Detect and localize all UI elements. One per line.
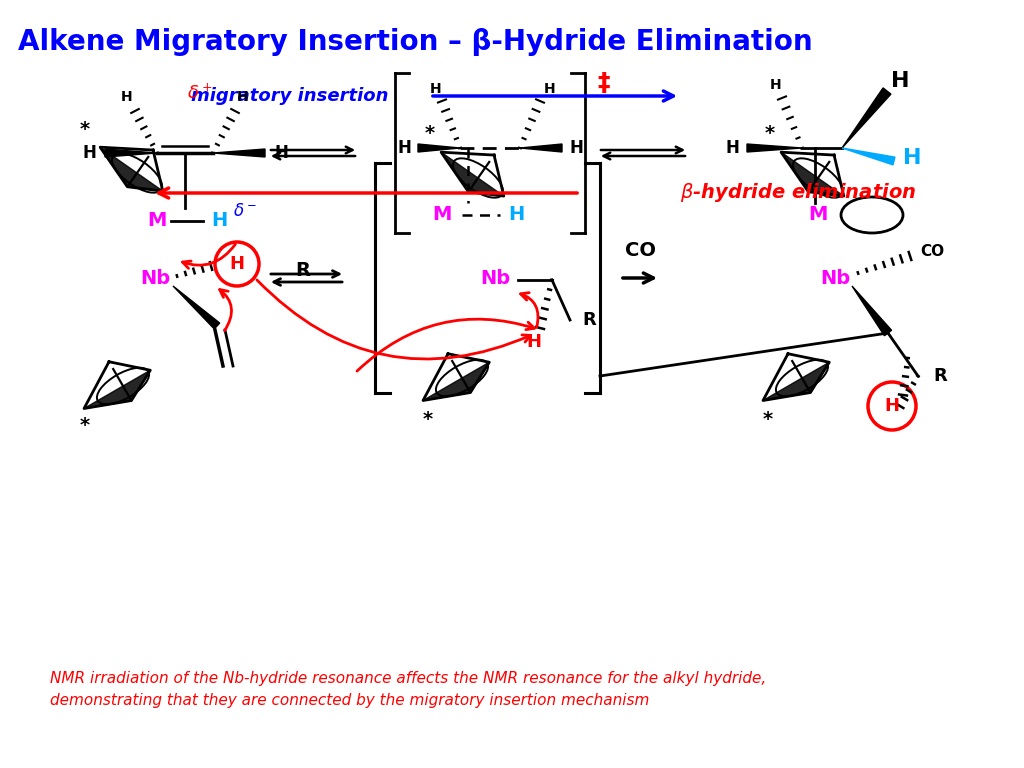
Text: H: H [770,78,781,92]
Polygon shape [418,144,460,152]
Polygon shape [173,286,220,329]
Text: Nb: Nb [140,269,170,287]
Text: H: H [508,206,524,224]
Polygon shape [746,144,802,152]
Text: *: * [763,411,773,429]
Text: $\delta^-$: $\delta^-$ [232,202,257,220]
Text: H: H [569,139,583,157]
Polygon shape [105,149,157,157]
Polygon shape [842,88,891,148]
Text: H: H [544,82,556,96]
FancyArrowPatch shape [257,280,530,359]
Polygon shape [842,148,895,165]
Text: *: * [765,124,775,143]
Text: H: H [211,211,227,230]
Polygon shape [213,149,265,157]
Polygon shape [852,286,892,336]
Text: ‡: ‡ [597,71,609,95]
Text: M: M [147,211,167,230]
Text: H: H [885,397,899,415]
FancyArrowPatch shape [220,290,231,331]
Text: $\delta^+$: $\delta^+$ [187,84,213,103]
Polygon shape [100,147,163,191]
FancyArrowPatch shape [520,293,538,327]
Text: Nb: Nb [820,269,850,287]
FancyArrowPatch shape [357,319,535,371]
Text: CO: CO [625,240,655,260]
Text: demonstrating that they are connected by the migratory insertion mechanism: demonstrating that they are connected by… [50,693,649,707]
Polygon shape [520,144,562,152]
Text: Nb: Nb [480,269,510,287]
Polygon shape [423,362,489,400]
Text: *: * [425,124,435,143]
Text: *: * [80,416,90,435]
Text: H: H [903,148,922,168]
Text: M: M [808,206,827,224]
Text: H: H [121,90,133,104]
Polygon shape [781,152,844,196]
Text: M: M [432,206,452,224]
Text: H: H [82,144,96,162]
Text: Alkene Migratory Insertion – β-Hydride Elimination: Alkene Migratory Insertion – β-Hydride E… [18,28,813,56]
Text: R: R [582,311,596,329]
Text: R: R [933,367,947,385]
Text: H: H [430,82,441,96]
Text: H: H [229,255,245,273]
Text: *: * [423,411,433,429]
FancyArrowPatch shape [182,244,236,268]
Text: H: H [891,71,909,91]
Text: *: * [80,121,90,140]
Polygon shape [441,152,504,196]
Text: H: H [526,333,542,351]
Text: CO: CO [920,244,944,260]
Polygon shape [763,362,829,400]
Text: H: H [725,139,739,157]
Text: H: H [238,90,249,104]
Text: $\it{\beta}$-hydride elimination: $\it{\beta}$-hydride elimination [680,181,916,204]
Text: NMR irradiation of the Nb-hydride resonance affects the NMR resonance for the al: NMR irradiation of the Nb-hydride resona… [50,670,766,686]
Text: H: H [274,144,288,162]
Text: H: H [397,139,411,157]
Polygon shape [84,370,151,409]
Text: R: R [296,260,310,280]
Text: migratory insertion: migratory insertion [191,87,389,105]
